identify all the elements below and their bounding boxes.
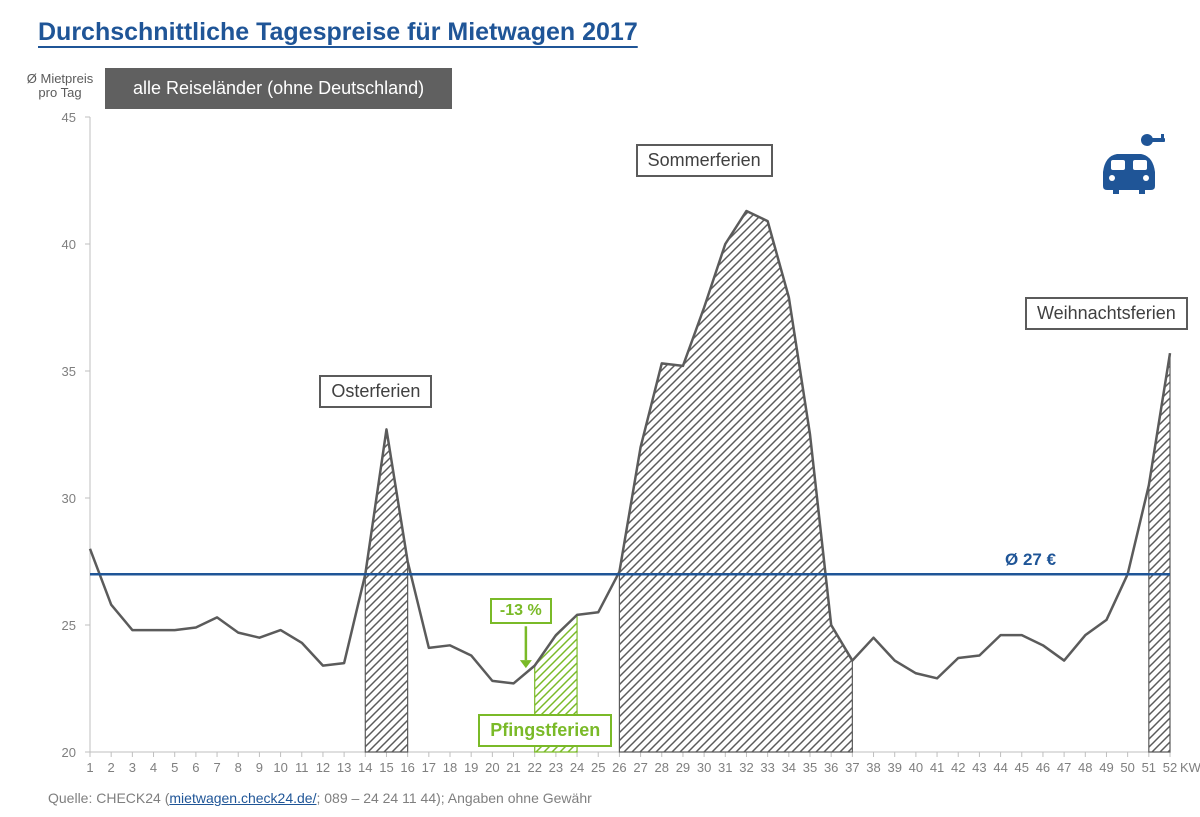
svg-text:30: 30 <box>62 491 76 506</box>
svg-text:32: 32 <box>739 760 753 775</box>
svg-text:36: 36 <box>824 760 838 775</box>
svg-text:52: 52 <box>1163 760 1177 775</box>
chart-container: Durchschnittliche Tagespreise für Mietwa… <box>0 0 1200 817</box>
svg-text:51: 51 <box>1142 760 1156 775</box>
chart-title: Durchschnittliche Tagespreise für Mietwa… <box>38 18 638 47</box>
percent-arrow <box>520 626 532 668</box>
svg-text:1: 1 <box>86 760 93 775</box>
svg-text:29: 29 <box>676 760 690 775</box>
svg-text:9: 9 <box>256 760 263 775</box>
svg-text:33: 33 <box>760 760 774 775</box>
svg-text:14: 14 <box>358 760 372 775</box>
svg-text:10: 10 <box>273 760 287 775</box>
hatched-regions <box>365 211 1170 752</box>
svg-text:22: 22 <box>527 760 541 775</box>
source-footer: Quelle: CHECK24 (mietwagen.check24.de/; … <box>48 790 592 806</box>
svg-text:48: 48 <box>1078 760 1092 775</box>
period-box-pfingstferien: Pfingstferien <box>478 714 612 747</box>
svg-text:16: 16 <box>400 760 414 775</box>
svg-text:23: 23 <box>549 760 563 775</box>
svg-text:40: 40 <box>62 237 76 252</box>
svg-text:40: 40 <box>909 760 923 775</box>
period-box-osterferien: Osterferien <box>319 375 432 408</box>
svg-text:47: 47 <box>1057 760 1071 775</box>
svg-text:28: 28 <box>655 760 669 775</box>
svg-text:45: 45 <box>1015 760 1029 775</box>
svg-text:18: 18 <box>443 760 457 775</box>
svg-text:44: 44 <box>993 760 1007 775</box>
svg-text:20: 20 <box>62 745 76 760</box>
svg-text:15: 15 <box>379 760 393 775</box>
svg-text:34: 34 <box>782 760 796 775</box>
svg-text:46: 46 <box>1036 760 1050 775</box>
svg-text:21: 21 <box>506 760 520 775</box>
svg-text:31: 31 <box>718 760 732 775</box>
svg-text:KW: KW <box>1180 760 1200 775</box>
plot-area: 2025303540451234567891011121314151617181… <box>0 0 1200 817</box>
svg-text:12: 12 <box>316 760 330 775</box>
svg-text:27: 27 <box>633 760 647 775</box>
series-label-box: alle Reiseländer (ohne Deutschland) <box>105 68 452 109</box>
svg-text:25: 25 <box>591 760 605 775</box>
footer-prefix: Quelle: CHECK24 ( <box>48 790 169 806</box>
svg-text:11: 11 <box>295 760 309 775</box>
svg-text:19: 19 <box>464 760 478 775</box>
svg-text:39: 39 <box>887 760 901 775</box>
svg-text:2: 2 <box>108 760 115 775</box>
svg-text:17: 17 <box>422 760 436 775</box>
svg-text:42: 42 <box>951 760 965 775</box>
svg-text:49: 49 <box>1099 760 1113 775</box>
svg-text:35: 35 <box>803 760 817 775</box>
svg-text:38: 38 <box>866 760 880 775</box>
y-axis-label-line2: pro Tag <box>38 85 81 100</box>
svg-text:24: 24 <box>570 760 584 775</box>
svg-text:3: 3 <box>129 760 136 775</box>
footer-link[interactable]: mietwagen.check24.de/ <box>169 790 316 806</box>
svg-text:50: 50 <box>1120 760 1134 775</box>
svg-text:25: 25 <box>62 618 76 633</box>
svg-text:37: 37 <box>845 760 859 775</box>
percent-change-box: -13 % <box>490 598 552 624</box>
footer-suffix: ; 089 – 24 24 11 44); Angaben ohne Gewäh… <box>316 790 591 806</box>
svg-text:6: 6 <box>192 760 199 775</box>
average-label: Ø 27 € <box>1005 550 1056 570</box>
car-icon <box>1095 132 1167 202</box>
period-box-weihnachtsferien: Weihnachtsferien <box>1025 297 1188 330</box>
y-axis-label: Ø Mietpreis pro Tag <box>20 72 100 101</box>
y-axis-label-line1: Ø Mietpreis <box>27 71 93 86</box>
svg-text:7: 7 <box>213 760 220 775</box>
svg-text:35: 35 <box>62 364 76 379</box>
svg-text:41: 41 <box>930 760 944 775</box>
svg-text:43: 43 <box>972 760 986 775</box>
svg-text:45: 45 <box>62 110 76 125</box>
svg-text:8: 8 <box>235 760 242 775</box>
svg-text:30: 30 <box>697 760 711 775</box>
svg-text:13: 13 <box>337 760 351 775</box>
svg-text:4: 4 <box>150 760 157 775</box>
svg-text:5: 5 <box>171 760 178 775</box>
svg-text:20: 20 <box>485 760 499 775</box>
svg-text:26: 26 <box>612 760 626 775</box>
period-box-sommerferien: Sommerferien <box>636 144 773 177</box>
